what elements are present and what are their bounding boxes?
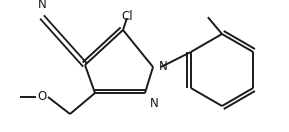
Text: O: O: [37, 91, 47, 103]
Text: N: N: [159, 60, 168, 74]
Text: Cl: Cl: [121, 10, 133, 23]
Text: N: N: [38, 0, 46, 11]
Text: N: N: [150, 97, 159, 110]
